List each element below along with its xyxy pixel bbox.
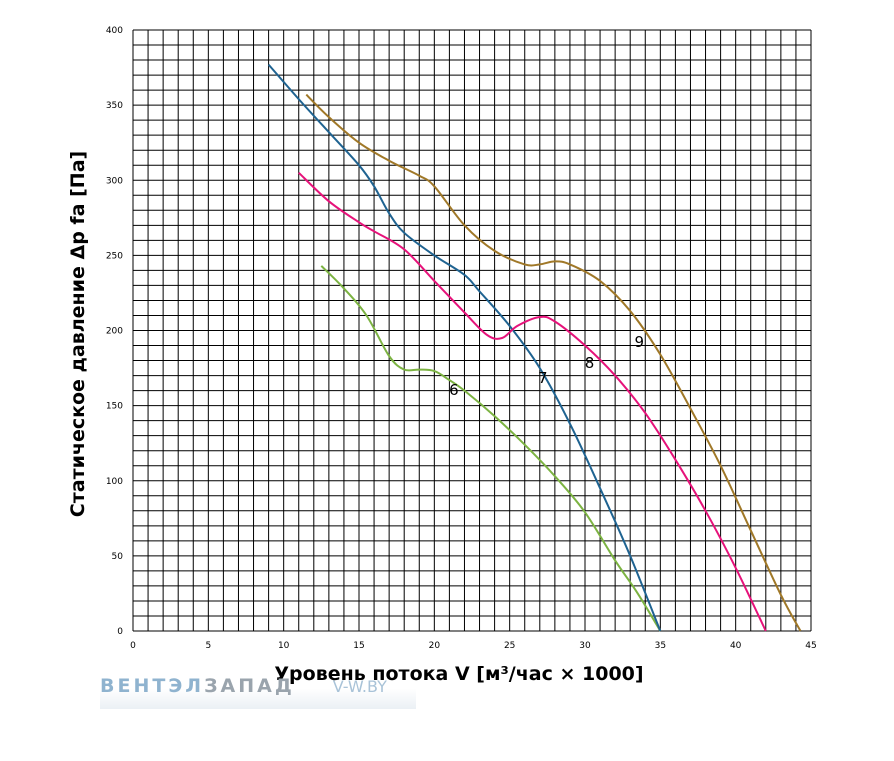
grid bbox=[132, 29, 812, 632]
series-curves bbox=[267, 63, 802, 632]
curve-labels: 6 7 8 9 bbox=[449, 333, 644, 399]
curve-label-7: 7 bbox=[538, 369, 548, 387]
x-tick-label: 0 bbox=[130, 641, 136, 651]
x-tick-label: 15 bbox=[353, 641, 364, 651]
y-tick-label: 350 bbox=[106, 101, 123, 111]
y-tick-label: 400 bbox=[106, 26, 123, 36]
y-tick-label: 0 bbox=[117, 627, 123, 637]
curve-label-6: 6 bbox=[449, 381, 459, 399]
y-tick-label: 50 bbox=[112, 552, 124, 562]
x-tick-label: 20 bbox=[429, 641, 441, 651]
watermark-brand-part1: ВЕНТЭЛ bbox=[100, 675, 205, 697]
y-tick-label: 300 bbox=[106, 176, 123, 186]
y-tick-label: 100 bbox=[106, 477, 123, 487]
tick-labels: 0 5 10 15 20 25 30 35 40 45 0 50 100 150 200 250 300 350 4… bbox=[106, 26, 817, 651]
x-tick-label: 25 bbox=[504, 641, 515, 651]
series-line-9 bbox=[305, 93, 802, 632]
x-tick-label: 45 bbox=[805, 641, 816, 651]
x-tick-label: 10 bbox=[278, 641, 290, 651]
y-tick-label: 250 bbox=[106, 251, 123, 261]
y-tick-label: 150 bbox=[106, 402, 123, 412]
y-tick-label: 200 bbox=[106, 327, 123, 337]
x-tick-label: 40 bbox=[730, 641, 742, 651]
watermark-site: V-W.BY bbox=[332, 677, 387, 696]
curve-label-8: 8 bbox=[585, 354, 595, 372]
series-line-7 bbox=[267, 63, 662, 632]
watermark-logo: ВЕНТЭЛЗАПАД V-W.BY bbox=[100, 675, 416, 709]
series-line-8 bbox=[298, 171, 767, 632]
series-line-6 bbox=[320, 265, 662, 632]
x-tick-label: 35 bbox=[655, 641, 666, 651]
curve-label-9: 9 bbox=[634, 333, 644, 351]
x-tick-label: 30 bbox=[579, 641, 591, 651]
watermark-brand-part2: ЗАПАД bbox=[204, 675, 295, 697]
y-axis-title: Статическое давление Δp fa [Па] bbox=[67, 151, 89, 517]
x-tick-label: 5 bbox=[205, 641, 211, 651]
